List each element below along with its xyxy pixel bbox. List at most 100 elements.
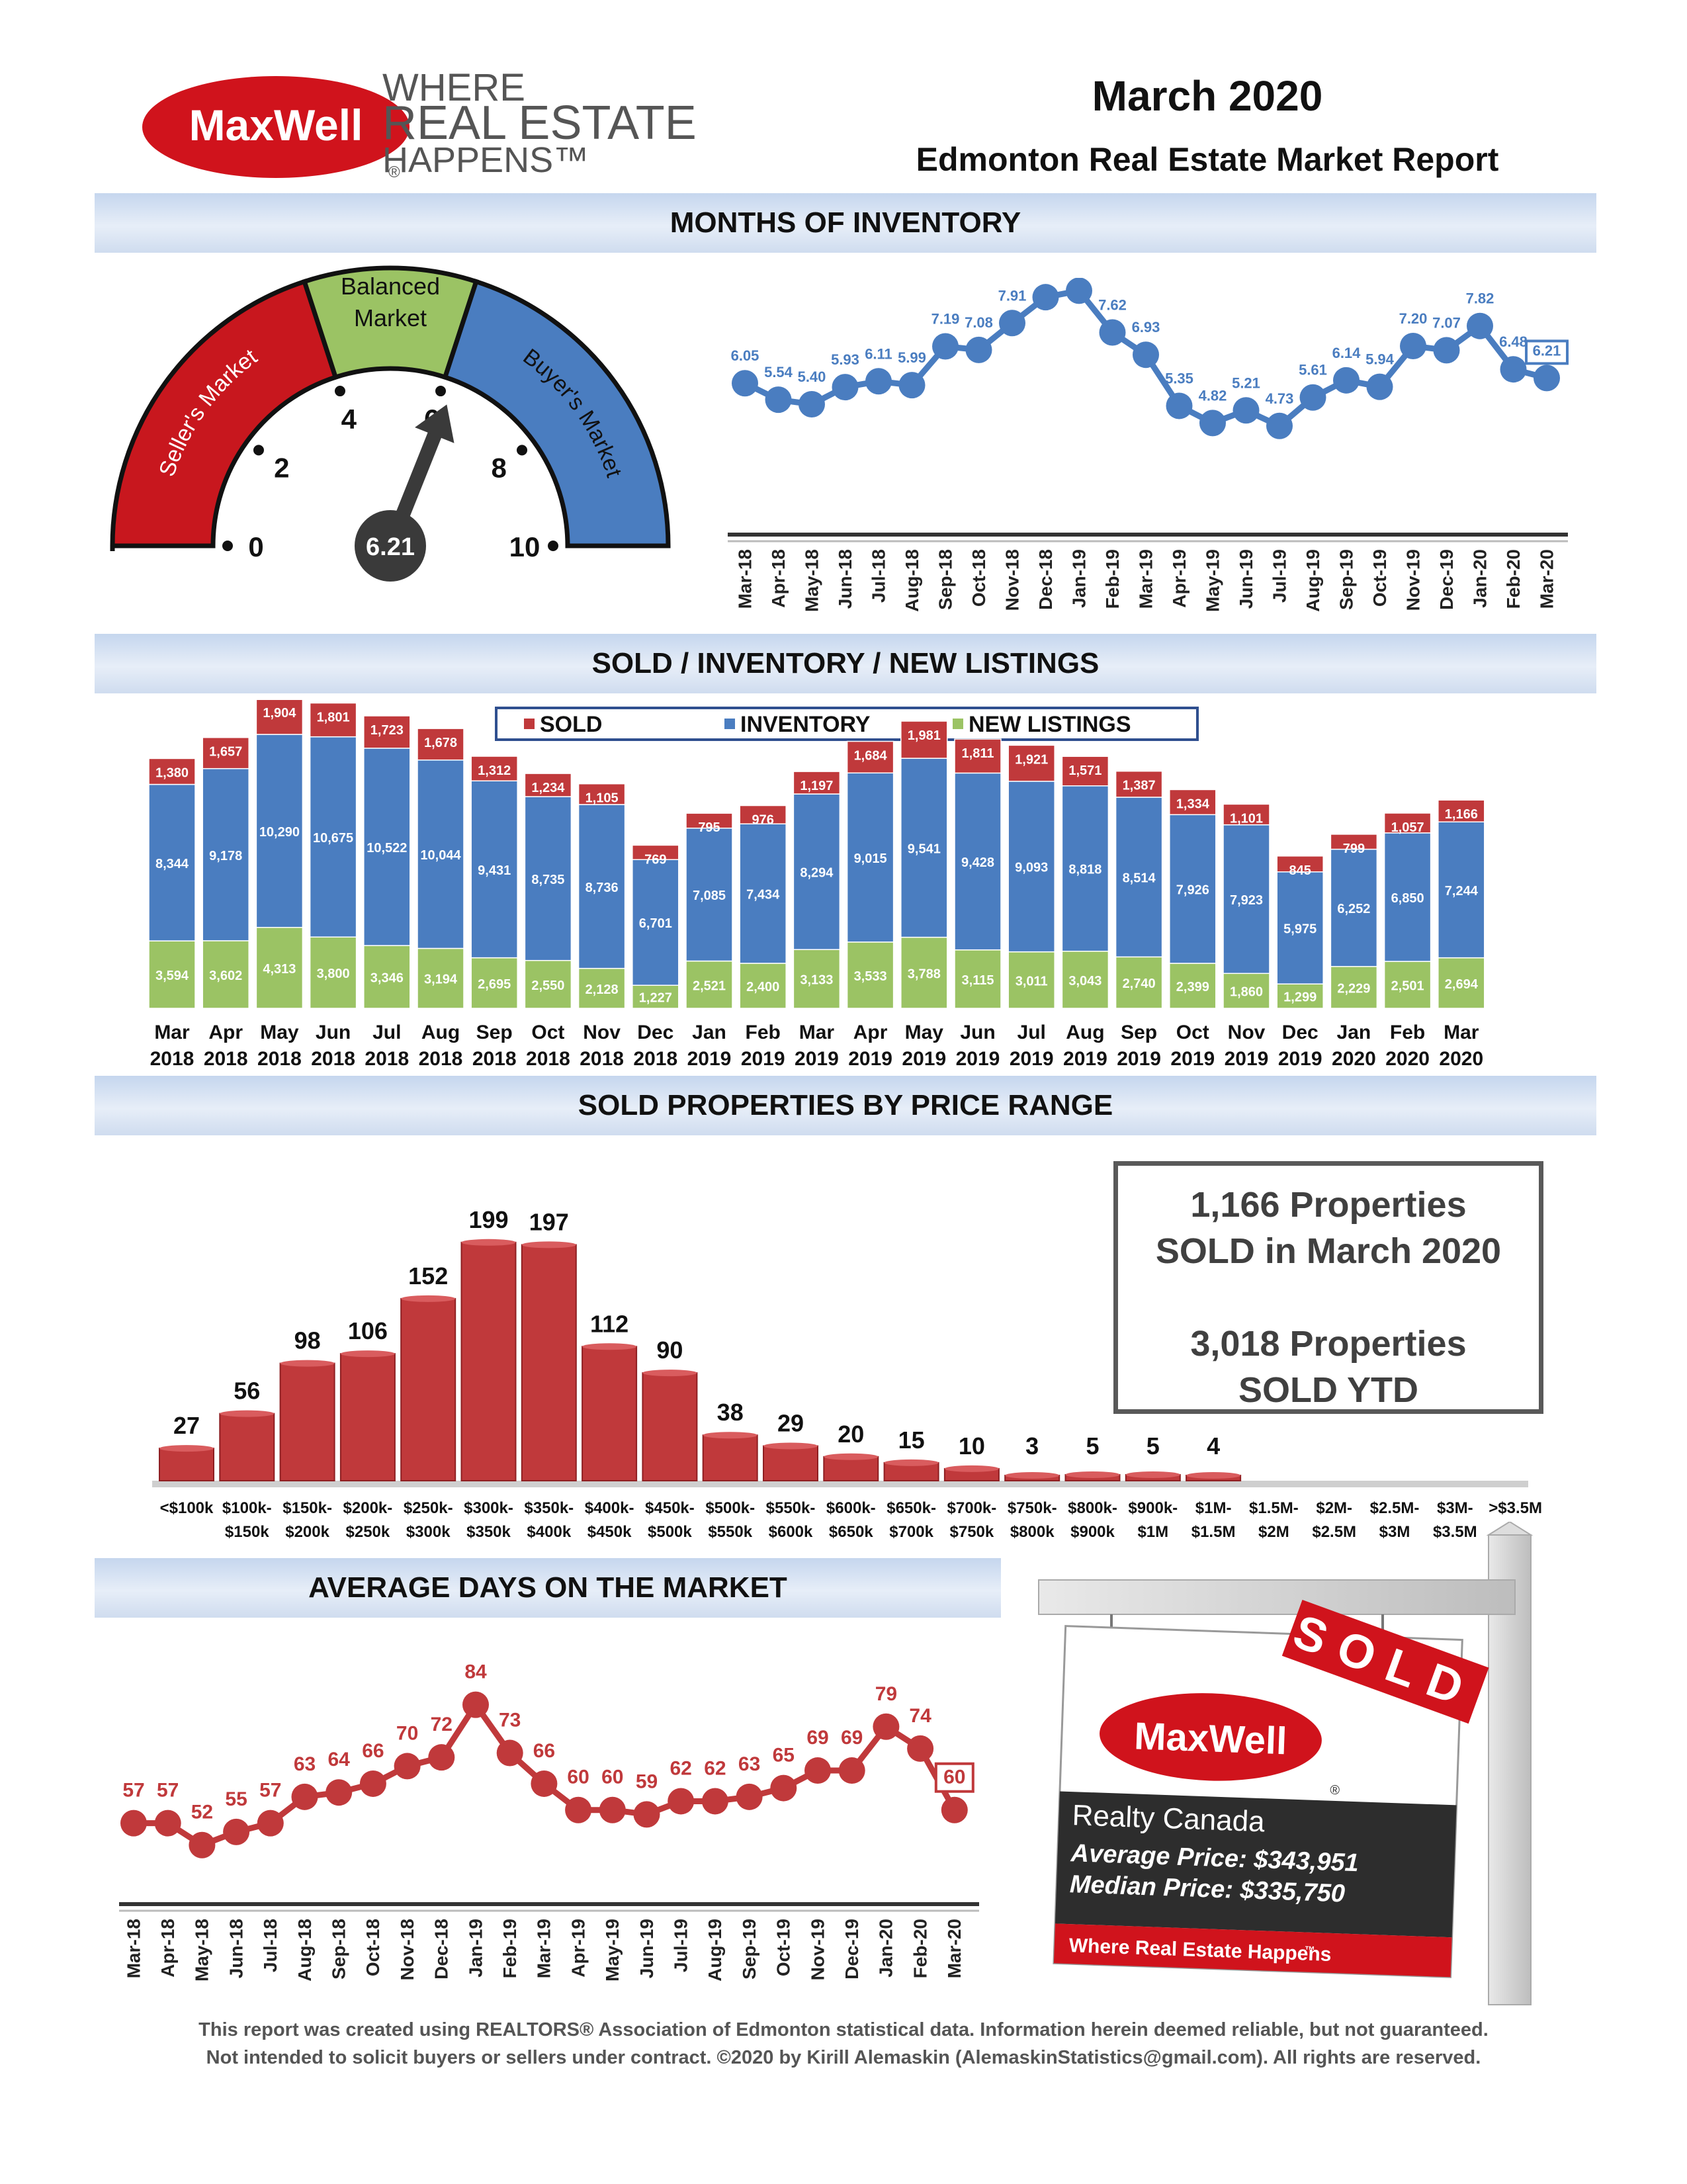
data-label: 69	[806, 1727, 828, 1749]
data-label: 4.82	[1199, 387, 1227, 404]
x-tick-month: Nov	[583, 1022, 621, 1043]
data-label: 60	[943, 1767, 965, 1788]
bar-segment	[739, 823, 787, 964]
sign-crossbar	[1038, 1579, 1516, 1615]
price-bar-top	[220, 1410, 275, 1417]
bar-value-label: 3,346	[370, 971, 404, 986]
bar-value-label: 7,923	[1230, 893, 1263, 908]
price-tick-label: $800k-	[1068, 1499, 1117, 1517]
x-tick-year: 2018	[472, 1048, 517, 1070]
bar-value-label: 2,695	[478, 977, 511, 992]
data-label: 73	[499, 1710, 521, 1731]
price-bar-top	[340, 1350, 395, 1358]
price-bar-label: 98	[294, 1327, 321, 1354]
price-bar-label: 106	[348, 1317, 388, 1344]
x-tick-month: Sep	[1121, 1022, 1157, 1043]
bar-value-label: 3,602	[209, 969, 242, 983]
price-tick-label: $3M	[1379, 1523, 1410, 1541]
data-point	[941, 1796, 968, 1823]
price-tick-label: $1.5M	[1191, 1523, 1236, 1541]
bar-segment	[1276, 983, 1324, 1009]
price-bar-label: 4	[1207, 1432, 1220, 1460]
bar-segment	[1330, 834, 1378, 850]
bar-value-label: 3,043	[1068, 974, 1102, 988]
bar-segment	[309, 702, 357, 738]
bar-value-label: 9,178	[209, 849, 242, 863]
bar-value-label: 2,550	[531, 979, 564, 993]
bar-value-label: 1,387	[1123, 779, 1156, 793]
bar-value-label: 8,736	[585, 881, 619, 895]
bar-value-label: 3,788	[908, 967, 941, 981]
gauge-tick-label: 2	[274, 453, 289, 484]
gauge-tick-dot	[222, 541, 233, 551]
bar-segment	[470, 756, 518, 781]
bar-segment	[1169, 814, 1217, 964]
logo-registered: ®	[388, 163, 400, 181]
bar-segment	[846, 740, 894, 774]
data-point	[1366, 373, 1393, 400]
price-tick-label: $150k-	[282, 1499, 332, 1517]
price-tick-label: $150k	[225, 1523, 269, 1541]
x-tick-label: Dec-19	[1436, 549, 1457, 610]
price-tick-label: $350k	[466, 1523, 511, 1541]
data-label: 57	[122, 1780, 144, 1802]
x-tick-label: Apr-19	[568, 1919, 588, 1978]
x-tick-label: Jun-19	[636, 1919, 657, 1978]
x-tick-year: 2019	[1225, 1048, 1269, 1070]
x-tick-label: Mar-18	[123, 1919, 144, 1978]
section-title-sold-inventory: SOLD / INVENTORY / NEW LISTINGS	[591, 647, 1100, 679]
legend-swatch	[524, 719, 535, 729]
price-tick-label: $550k-	[766, 1499, 816, 1517]
price-bar-top	[1065, 1471, 1120, 1478]
data-label: 7.82	[1466, 290, 1494, 307]
section-title-price-range: SOLD PROPERTIES BY PRICE RANGE	[578, 1089, 1113, 1121]
data-point	[799, 391, 825, 417]
price-tick-label: $200k-	[343, 1499, 393, 1517]
x-tick-month: Mar	[154, 1022, 190, 1043]
x-tick-year: 2019	[1063, 1048, 1107, 1070]
x-tick-label: Oct-19	[1369, 549, 1390, 607]
price-tick-label: $650k-	[887, 1499, 936, 1517]
legend-swatch	[724, 719, 735, 729]
data-point	[932, 333, 959, 360]
data-label: 60	[601, 1767, 623, 1788]
data-point	[359, 1770, 386, 1797]
data-label: 5.40	[798, 369, 826, 385]
data-label: 69	[841, 1727, 863, 1749]
data-label: 52	[191, 1802, 213, 1823]
bar-value-label: 1,904	[263, 706, 296, 721]
data-label: 60	[567, 1767, 589, 1788]
x-tick-label: Mar-19	[534, 1919, 554, 1978]
data-label: 57	[259, 1780, 281, 1802]
bar-segment	[202, 736, 249, 769]
bar-segment	[148, 758, 196, 785]
data-label: 84	[464, 1661, 487, 1683]
bar-segment	[578, 783, 626, 805]
bar-segment	[900, 721, 948, 759]
bar-segment	[1008, 781, 1055, 953]
bar-value-label: 7,434	[746, 888, 780, 902]
price-tick-label: $1M	[1137, 1523, 1168, 1541]
gauge-tick-dot	[517, 445, 528, 456]
bar-value-label: 1,334	[1176, 797, 1210, 811]
data-point	[736, 1783, 763, 1810]
price-tick-label: $400k-	[585, 1499, 634, 1517]
data-label: 6.21	[1533, 342, 1561, 359]
x-tick-label: Nov-19	[807, 1919, 828, 1980]
data-point	[1333, 367, 1360, 394]
x-tick-month: Aug	[1066, 1022, 1104, 1043]
data-label: 5.54	[764, 364, 793, 380]
price-bar-label: 20	[838, 1420, 864, 1448]
price-bar	[823, 1456, 879, 1481]
data-point	[325, 1779, 353, 1806]
bar-value-label: 1,057	[1391, 820, 1424, 835]
bar-segment	[309, 936, 357, 1009]
bar-value-label: 1,571	[1068, 764, 1102, 778]
x-tick-label: Sep-18	[329, 1919, 349, 1980]
data-point	[1534, 365, 1560, 392]
data-point	[1066, 278, 1092, 304]
bar-segment	[417, 728, 464, 761]
sold-inventory-listings-chart: SOLD INVENTORY NEW LISTINGS 3,594 8,344 1,380…	[148, 700, 1485, 1070]
data-point	[999, 310, 1025, 337]
bar-segment	[524, 959, 572, 1009]
